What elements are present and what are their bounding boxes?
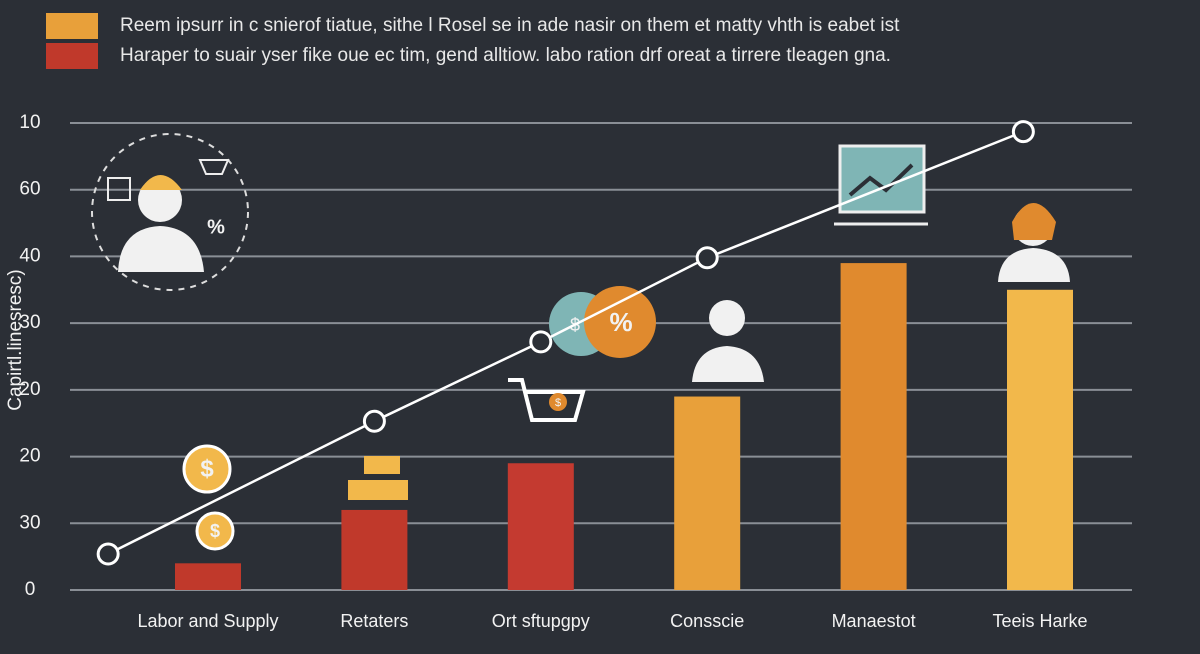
x-tick-label: Ort sftupgpy <box>492 611 590 631</box>
trend-point <box>1011 120 1035 144</box>
bar <box>1007 289 1073 590</box>
icon-text: $ <box>555 397 561 409</box>
person-hair <box>1012 203 1056 240</box>
trend-point <box>695 246 719 270</box>
y-tick-label: 30 <box>19 512 40 533</box>
x-tick-label: Manaestot <box>832 611 916 631</box>
legend-swatch <box>46 43 98 69</box>
y-tick-label: 60 <box>19 179 40 200</box>
x-tick-label: Labor and Supply <box>137 611 278 631</box>
y-tick-label: 0 <box>25 579 36 600</box>
cart-coin <box>549 393 567 411</box>
legend-label: Reem ipsurr in c snierof tiatue, sithe l… <box>120 15 900 36</box>
x-tick-label: Teeis Harke <box>992 611 1087 631</box>
coin <box>195 511 235 551</box>
person-hair <box>140 175 182 190</box>
trend-point <box>529 330 553 354</box>
trend-point <box>96 542 120 566</box>
y-axis-label: Capirtl.linesresc) <box>5 269 26 410</box>
legend-swatch <box>46 13 98 39</box>
legend-label: Haraper to suair yser fike oue ec tim, g… <box>120 45 891 66</box>
y-tick-label: 20 <box>19 446 40 467</box>
y-tick-label: 30 <box>19 312 40 333</box>
badge <box>107 177 131 201</box>
bar <box>175 563 241 590</box>
y-tick-label: 40 <box>19 245 40 266</box>
y-tick-label: 10 <box>19 112 40 133</box>
bar <box>840 263 907 590</box>
person-head <box>709 300 745 336</box>
icon-text: % <box>609 307 632 337</box>
person-body <box>118 226 204 272</box>
icon-text: $ <box>200 455 214 482</box>
person-body <box>692 346 764 382</box>
cart <box>508 378 586 422</box>
basket <box>198 159 230 175</box>
coin-orange <box>584 286 656 358</box>
dashed-ring <box>91 133 249 291</box>
monitor <box>838 144 926 214</box>
x-tick-label: Consscie <box>670 611 744 631</box>
coin-stack <box>364 456 400 474</box>
trend-arrow <box>848 163 914 197</box>
icons <box>91 133 1070 551</box>
coin-stack <box>348 480 408 500</box>
coin <box>182 444 232 494</box>
bar <box>507 463 574 590</box>
x-tick-label: Retaters <box>340 611 408 631</box>
y-tick-label: 20 <box>19 379 40 400</box>
bar <box>674 396 741 590</box>
trend-point <box>362 409 386 433</box>
icon-text: $ <box>210 521 220 541</box>
person-body <box>998 248 1070 282</box>
icon-text: % <box>207 216 225 238</box>
bar <box>341 509 408 590</box>
